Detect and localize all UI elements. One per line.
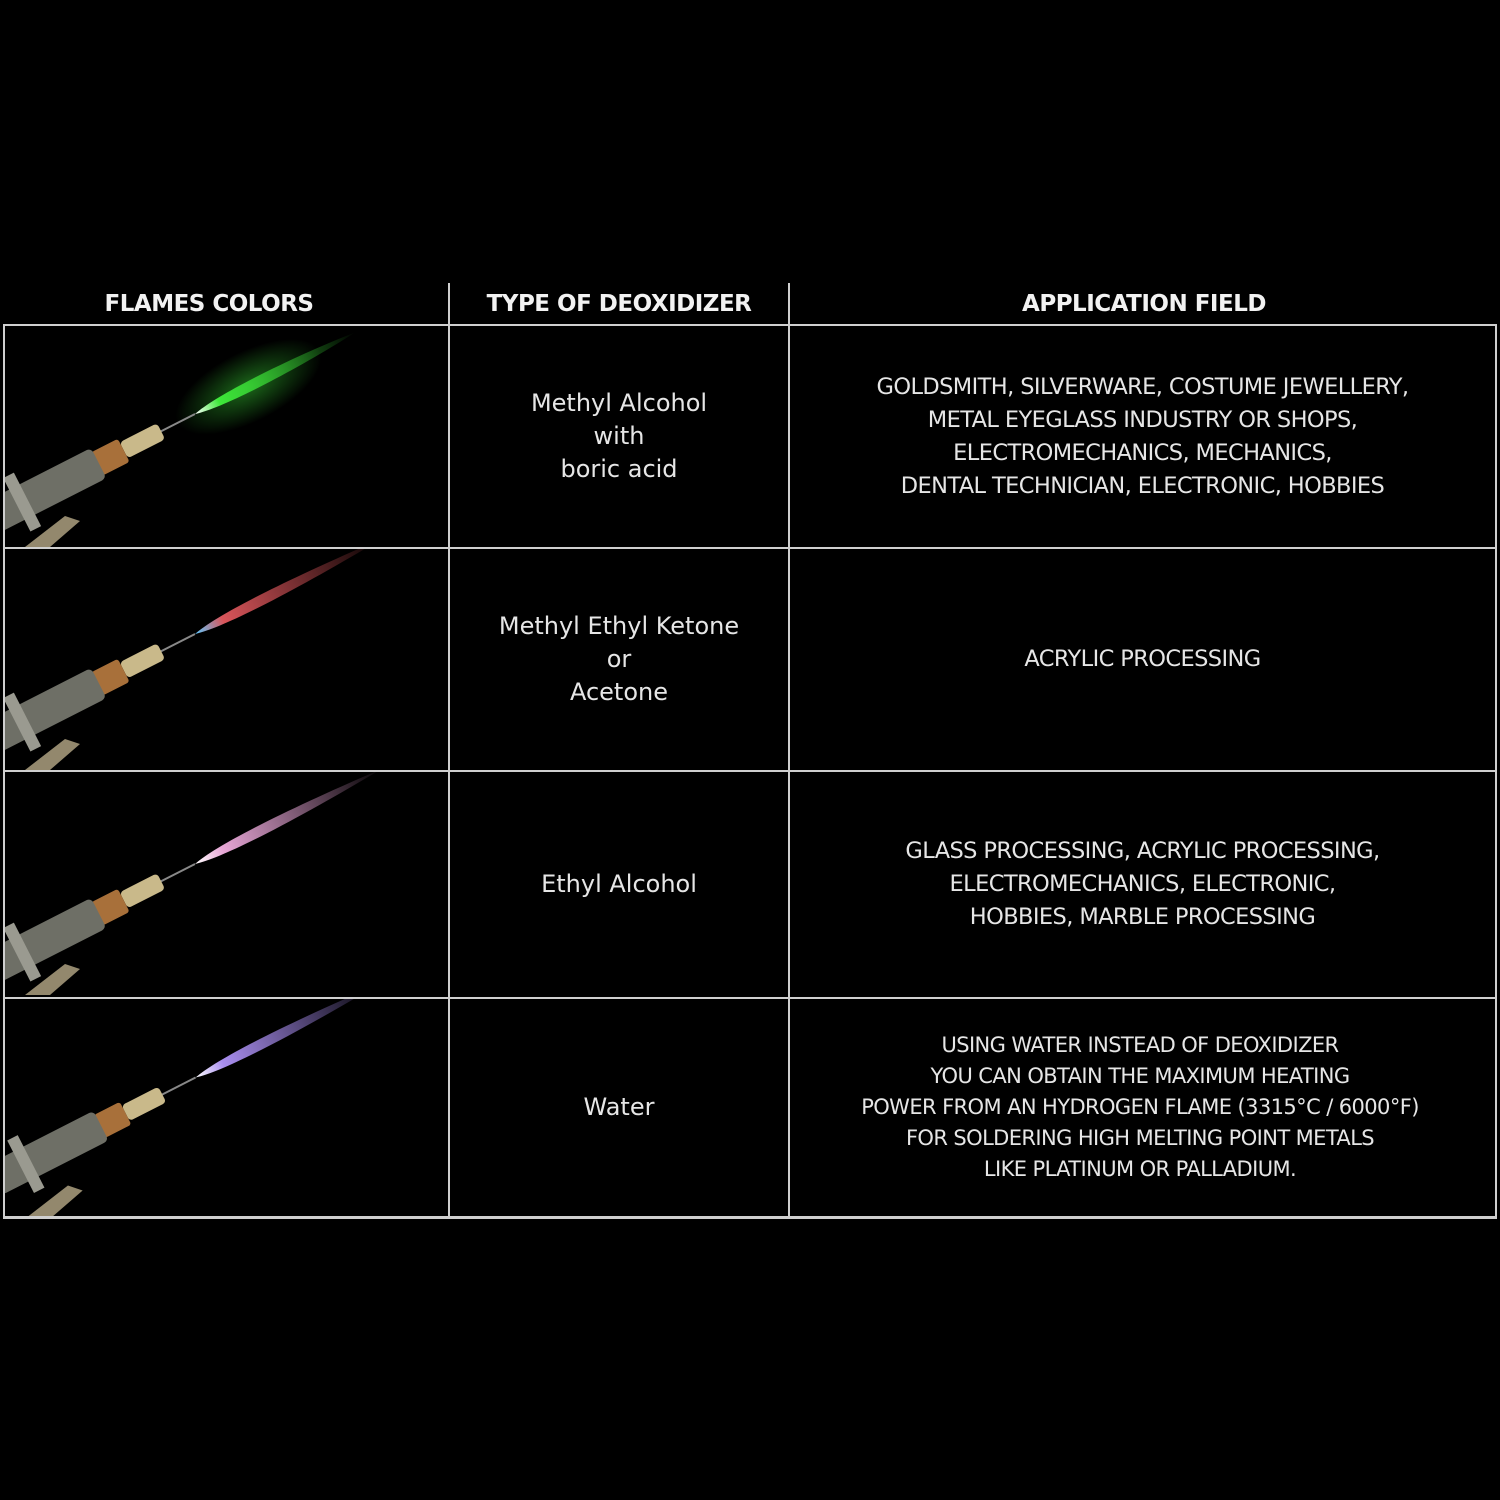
torch-stand — [28, 1185, 83, 1216]
torch-handle — [5, 1112, 107, 1194]
deoxidizer-cell: Water — [583, 1093, 655, 1121]
torch-clip — [5, 472, 42, 532]
needle — [160, 1076, 197, 1097]
table-right-border — [1495, 324, 1497, 1219]
needle-hub — [121, 644, 164, 677]
application-cell: ACRYLIC PROCESSING — [1024, 646, 1261, 672]
deoxidizer-cell: Ethyl Alcohol — [541, 870, 697, 898]
application-cell: GLASS PROCESSING, ACRYLIC PROCESSING, EL… — [905, 838, 1380, 930]
torch-clip — [5, 922, 42, 982]
torch-flame-image — [5, 999, 380, 1216]
deoxidizer-cell: Methyl Alcohol with boric acid — [530, 389, 708, 483]
row-divider — [4, 324, 1497, 326]
needle — [158, 413, 196, 434]
needle-hub — [121, 424, 164, 457]
brass-ring — [92, 889, 129, 925]
brass-ring — [94, 1102, 131, 1137]
flame-icon — [195, 999, 380, 1078]
needle — [158, 633, 196, 654]
brass-ring — [92, 659, 129, 695]
application-cell: GOLDSMITH, SILVERWARE, COSTUME JEWELLERY… — [876, 373, 1410, 499]
row-divider — [4, 770, 1497, 772]
row-divider — [4, 547, 1497, 549]
torch-handle — [5, 899, 105, 982]
column-divider — [788, 283, 790, 1219]
application-cell: USING WATER INSTEAD OF DEOXIDIZER YOU CA… — [861, 1033, 1419, 1181]
needle-hub — [122, 1087, 165, 1120]
flame-icon — [195, 332, 356, 414]
needle — [158, 863, 196, 884]
torch-handle — [5, 449, 105, 532]
header-application-field: APPLICATION FIELD — [1022, 291, 1266, 317]
flame-icon — [195, 772, 383, 864]
torch-flame-image — [5, 772, 383, 995]
table-left-border — [3, 324, 5, 1219]
torch-flame-image — [5, 549, 383, 770]
deoxidizer-cell: Methyl Ethyl Ketone or Acetone — [498, 612, 740, 706]
header-type-of-deoxidizer: TYPE OF DEOXIDIZER — [486, 291, 752, 317]
needle-hub — [121, 874, 164, 907]
torch-flame-image — [5, 332, 356, 547]
torch-handle — [5, 669, 105, 752]
torch-stand — [25, 739, 80, 770]
row-divider — [4, 997, 1497, 999]
torch-clip — [7, 1135, 45, 1193]
flame-icon — [195, 549, 383, 634]
torch-stand — [25, 516, 80, 547]
header-flames-colors: FLAMES COLORS — [104, 291, 314, 317]
row-divider — [4, 1216, 1497, 1219]
torch-clip — [5, 692, 42, 752]
column-divider — [448, 283, 450, 1219]
torch-stand — [25, 964, 80, 995]
brass-ring — [92, 439, 129, 475]
